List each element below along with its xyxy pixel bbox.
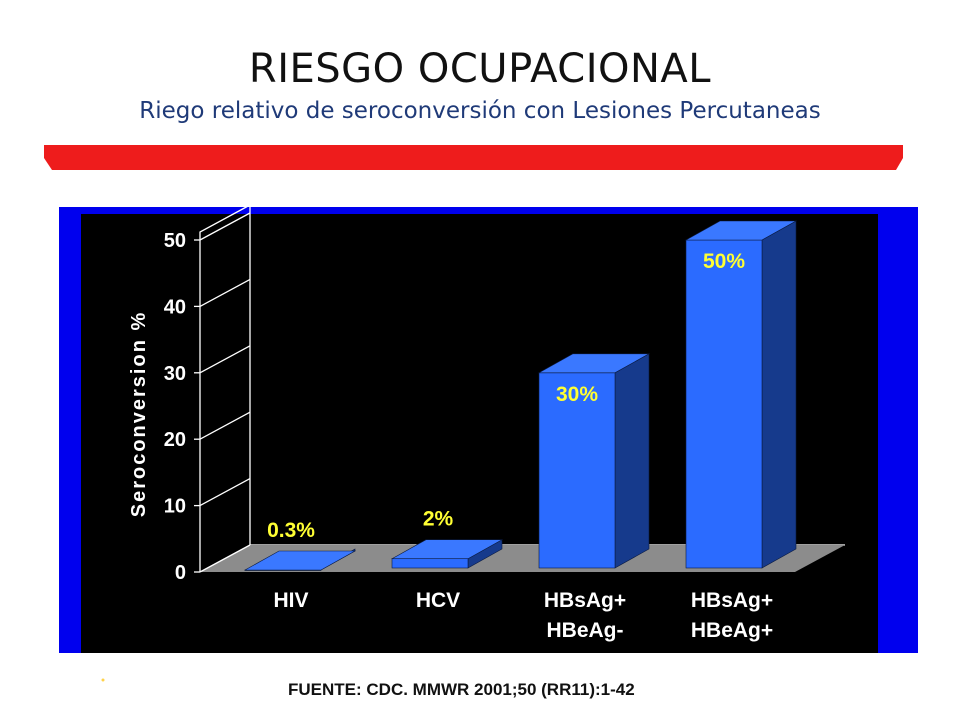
bar xyxy=(684,220,798,569)
bar-top xyxy=(243,550,357,571)
y-tick-diagonal xyxy=(199,345,251,374)
y-tick-label: 30 xyxy=(164,363,186,385)
bar-front xyxy=(685,239,763,569)
bar-front xyxy=(538,372,616,569)
y-tick-diagonal xyxy=(199,212,251,241)
y-axis-label: Seroconversion % xyxy=(128,311,150,518)
y-tick-diagonal xyxy=(199,278,251,307)
category-label-line: HBeAg+ xyxy=(691,619,773,642)
bar xyxy=(537,353,651,569)
data-label: 30% xyxy=(556,383,598,406)
y-tick-diagonal xyxy=(199,411,251,440)
source-note: FUENTE: CDC. MMWR 2001;50 (RR11):1-42 xyxy=(288,680,635,699)
data-label: 50% xyxy=(703,250,745,273)
category-label: HBsAg+ HBeAg- xyxy=(544,589,626,642)
y-tick-label: 0 xyxy=(175,562,186,584)
bar-top xyxy=(537,353,651,374)
y-tick-diagonal xyxy=(199,544,251,573)
y-tick-label: 40 xyxy=(164,296,186,318)
y-tick-label: 10 xyxy=(164,496,186,518)
bar xyxy=(390,539,504,569)
red-banner xyxy=(44,145,903,170)
y-tick-label: 50 xyxy=(164,230,186,252)
category-label: HCV xyxy=(416,589,460,612)
category-label: HIV xyxy=(273,589,308,612)
slide-subtitle: Riego relativo de seroconversión con Les… xyxy=(139,98,821,124)
bar-side xyxy=(761,220,797,569)
data-label: 2% xyxy=(423,508,454,531)
category-label-line: HBsAg+ xyxy=(544,589,626,612)
bars xyxy=(243,220,798,571)
category-label: HBsAg+ HBeAg+ xyxy=(691,589,773,642)
category-label-line: HIV xyxy=(273,589,308,612)
x-axis-labels: HIV HCV HBsAg+ HBeAg- HBsAg+ HBeAg+ xyxy=(273,589,773,642)
slide-title: RIESGO OCUPACIONAL xyxy=(248,46,712,92)
floor-plane xyxy=(200,545,845,572)
y-tick-diagonal xyxy=(199,478,251,507)
y-tick-label: 20 xyxy=(164,429,186,451)
category-label-line: HBeAg- xyxy=(547,619,624,642)
category-label-line: HBsAg+ xyxy=(691,589,773,612)
data-labels: 0.3% 2% 30% 50% xyxy=(267,250,745,542)
category-label-line: HCV xyxy=(416,589,460,612)
data-label: 0.3% xyxy=(267,519,315,542)
bar-top xyxy=(390,539,504,560)
bar-front xyxy=(391,558,469,569)
bar-top xyxy=(684,220,798,241)
bar-side xyxy=(614,353,650,569)
y-axis-ticks: 0 10 20 30 40 50 xyxy=(164,212,251,584)
bar xyxy=(243,548,357,571)
decorative-dot xyxy=(101,678,105,682)
chart-floor xyxy=(200,545,845,572)
y-axis-line xyxy=(199,204,251,572)
